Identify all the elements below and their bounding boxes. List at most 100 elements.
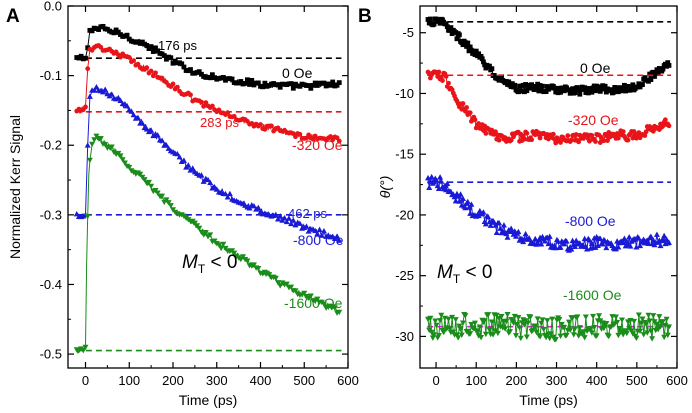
point-B-3-198: [663, 316, 670, 323]
point-B-0-107: [554, 86, 560, 92]
point-B-2-173: [633, 244, 640, 250]
point-B-2-65: [503, 230, 510, 237]
point-A-3-236: [331, 305, 338, 311]
point-B-3-36: [468, 322, 475, 328]
point-B-0-143: [597, 88, 603, 94]
point-A-2-26: [102, 86, 109, 92]
point-B-0-76: [517, 83, 522, 89]
point-B-0-87: [530, 84, 536, 90]
point-A-2-184: [275, 216, 281, 222]
point-B-0-99: [544, 84, 550, 89]
point-B-3-111: [558, 321, 565, 328]
point-A-2-102: [185, 162, 192, 168]
point-B-0-140: [594, 83, 600, 89]
point-B-3-53: [488, 319, 495, 325]
point-B-3-6: [432, 318, 439, 324]
point-A-3-156: [244, 258, 251, 264]
point-B-3-57: [493, 312, 500, 319]
point-B-3-77: [517, 335, 524, 342]
point-A-0-112: [196, 69, 202, 75]
point-B-2-75: [515, 228, 522, 235]
point-B-1-53: [489, 127, 495, 133]
point-A-0-86: [168, 55, 174, 61]
point-B-2-141: [594, 242, 601, 249]
point-B-0-2: [428, 16, 433, 22]
point-B-3-95: [539, 317, 546, 323]
point-A-2-220: [314, 230, 321, 237]
point-B-3-74: [514, 321, 521, 328]
series-label-B-3: -1600 Oe: [563, 287, 622, 303]
point-B-3-5: [431, 332, 438, 338]
point-B-2-10: [437, 174, 444, 180]
annotation-A: MT < 0: [182, 252, 237, 276]
point-B-3-75: [515, 314, 522, 321]
point-B-2-63: [500, 222, 507, 228]
point-A-2-16: [91, 87, 98, 93]
point-B-3-177: [638, 320, 645, 326]
point-B-0-0: [425, 17, 431, 22]
point-B-0-144: [599, 85, 604, 91]
point-A-3-132: [218, 245, 225, 252]
tau-label-A-2: 462 ps: [288, 206, 328, 221]
point-B-0-55: [491, 73, 497, 78]
point-B-2-196: [661, 232, 668, 239]
point-B-3-13: [440, 329, 447, 336]
point-B-0-40: [473, 48, 479, 54]
point-A-0-232: [328, 82, 333, 88]
point-B-0-82: [524, 88, 530, 94]
point-B-2-94: [538, 241, 545, 247]
point-A-3-192: [283, 281, 290, 288]
point-B-0-36: [469, 47, 474, 53]
y-axis-label-B: θ(°): [377, 176, 393, 199]
point-B-0-42: [476, 51, 482, 57]
point-A-2-94: [176, 154, 183, 160]
point-A-2-60: [139, 120, 146, 126]
point-B-1-31: [462, 108, 468, 114]
point-B-0-106: [553, 89, 559, 95]
point-B-3-96: [540, 326, 547, 333]
point-B-1-17: [446, 80, 451, 86]
point-B-0-45: [479, 56, 485, 62]
point-B-3-148: [603, 321, 610, 327]
point-B-1-197: [662, 117, 668, 123]
point-A-3-22: [97, 136, 104, 142]
point-B-0-135: [588, 86, 594, 92]
point-B-0-53: [489, 66, 495, 72]
point-B-1-69: [508, 137, 514, 143]
point-A-0-24: [100, 23, 106, 29]
point-A-1-104: [188, 92, 193, 98]
point-A-1-72: [153, 70, 158, 76]
point-A-0-172: [262, 80, 268, 86]
point-B-3-117: [565, 319, 572, 326]
point-B-0-145: [600, 83, 606, 89]
point-B-3-73: [512, 333, 519, 339]
point-B-0-198: [664, 63, 669, 69]
point-A-1-240: [336, 138, 342, 144]
point-B-0-146: [601, 86, 607, 92]
point-B-0-33: [465, 40, 471, 46]
point-A-2-18: [93, 84, 100, 90]
point-B-2-167: [626, 233, 633, 240]
point-B-3-31: [462, 313, 469, 319]
point-B-3-51: [486, 327, 493, 333]
point-B-0-133: [585, 90, 591, 96]
point-B-3-93: [537, 334, 544, 340]
point-A-3-226: [320, 301, 327, 307]
tau-label-A-0: 176 ps: [158, 38, 198, 53]
point-A-2-136: [222, 190, 229, 197]
point-B-3-176: [637, 328, 644, 335]
series-label-A-3: -1600 Oe: [284, 295, 343, 311]
point-A-2-224: [318, 232, 325, 238]
point-B-2-33: [464, 198, 471, 205]
point-B-2-143: [597, 235, 604, 242]
point-A-0-156: [244, 77, 250, 83]
point-B-0-77: [518, 88, 524, 94]
point-B-0-142: [596, 84, 602, 90]
point-B-3-150: [605, 333, 612, 340]
point-B-3-101: [546, 335, 553, 342]
point-B-3-190: [653, 321, 660, 328]
point-A-1-204: [297, 131, 303, 137]
ytick-label-A-4: -0.4: [40, 277, 62, 292]
x-axis-label-B: Time (ps): [519, 392, 578, 408]
